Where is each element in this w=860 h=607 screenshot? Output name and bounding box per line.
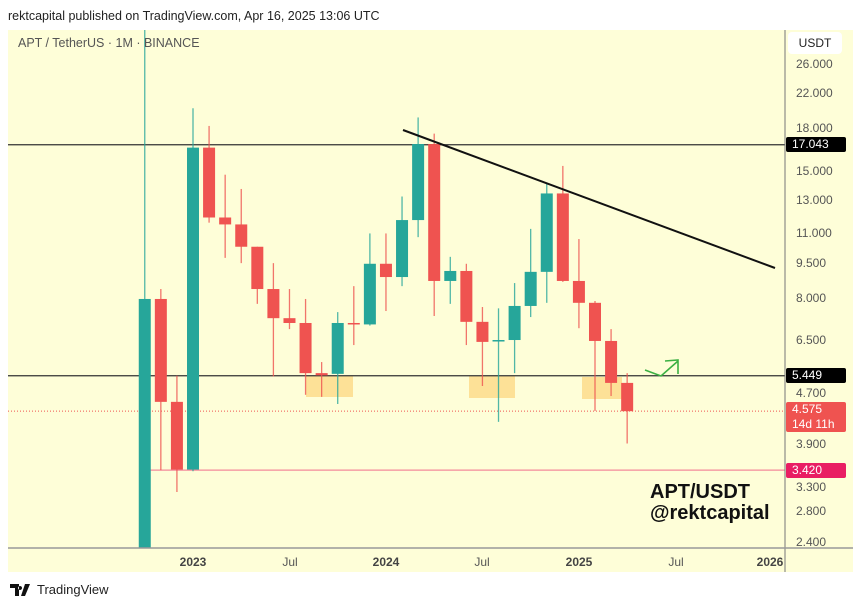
level-price-label: 5.449 (786, 368, 846, 384)
plot-area (8, 30, 785, 548)
price-tick: 18.000 (796, 121, 833, 136)
watermark: APT/USDT @rektcapital (650, 482, 770, 524)
price-tick: 15.000 (796, 163, 833, 178)
time-tick: 2023 (179, 555, 207, 569)
time-tick: 2025 (565, 555, 593, 569)
price-tick: 9.500 (796, 256, 827, 271)
price-tick: 13.000 (796, 192, 833, 207)
support-zone-box (306, 376, 353, 397)
candle-body (267, 289, 280, 319)
candle-body (299, 322, 312, 374)
candle-body (331, 322, 344, 374)
time-tick: Jul (282, 555, 298, 569)
price-tick: 22.000 (796, 86, 833, 100)
candle-body (347, 322, 360, 325)
time-tick: Jul (474, 555, 490, 569)
candle-body (556, 193, 569, 281)
price-tick: 26.000 (796, 57, 833, 71)
tradingview-brand: TradingView (37, 582, 109, 597)
price-tick: 3.900 (796, 436, 827, 451)
last-price-value: 4.575 (792, 402, 823, 417)
candle-body (524, 271, 537, 306)
candle-body (444, 270, 457, 281)
time-tick: 2024 (372, 555, 400, 569)
support-zone-box (469, 376, 515, 398)
candle-body (412, 144, 425, 221)
candle-body (203, 147, 216, 218)
candle-body (235, 224, 248, 247)
candle-countdown: 14d 11h (792, 417, 835, 432)
candle-body (508, 305, 521, 341)
time-tick: 2026 (756, 555, 784, 569)
symbol-info: APT / TetherUS · 1M · BINANCE (18, 36, 200, 50)
candle-body (170, 401, 183, 470)
price-tick: 8.000 (796, 290, 827, 305)
price-tick: 3.300 (796, 479, 827, 494)
tradingview-logo[interactable]: TradingView (10, 582, 109, 597)
green-arrow-icon (644, 359, 679, 377)
candle-body (154, 298, 167, 402)
candle-body (379, 263, 392, 278)
candle-body (476, 321, 489, 342)
candle-body (315, 373, 328, 376)
candle-body (589, 302, 601, 341)
candle-body (621, 382, 634, 412)
level-price-label: 17.043 (786, 137, 846, 153)
candle-body (187, 147, 199, 470)
price-tick: 4.700 (796, 386, 827, 401)
candle-body (283, 318, 296, 323)
price-tick: 6.500 (796, 333, 827, 348)
candle-body (363, 263, 376, 325)
price-tick: 2.800 (796, 503, 827, 518)
time-tick: Jul (668, 555, 684, 569)
watermark-pair: APT/USDT (650, 481, 750, 503)
candle-body (460, 270, 473, 322)
currency-button[interactable]: USDT (788, 32, 842, 54)
candle-body (572, 280, 585, 303)
price-tick: 11.000 (796, 226, 832, 241)
candle-body (428, 144, 441, 281)
publisher-line: rektcapital published on TradingView.com… (8, 9, 380, 23)
trendline (402, 129, 776, 269)
last-price-label: 4.575 14d 11h (786, 402, 846, 433)
candle-body (138, 298, 151, 548)
candle-body (396, 220, 409, 278)
price-tick: 2.400 (796, 534, 827, 549)
candle-body (492, 340, 505, 342)
watermark-author: @rektcapital (650, 502, 770, 524)
candle-body (540, 193, 553, 272)
level-price-label: 3.420 (786, 462, 846, 478)
candle-body (251, 246, 264, 290)
tradingview-logo-icon (10, 583, 30, 596)
candle-body (219, 217, 232, 225)
candle-body (605, 340, 618, 383)
